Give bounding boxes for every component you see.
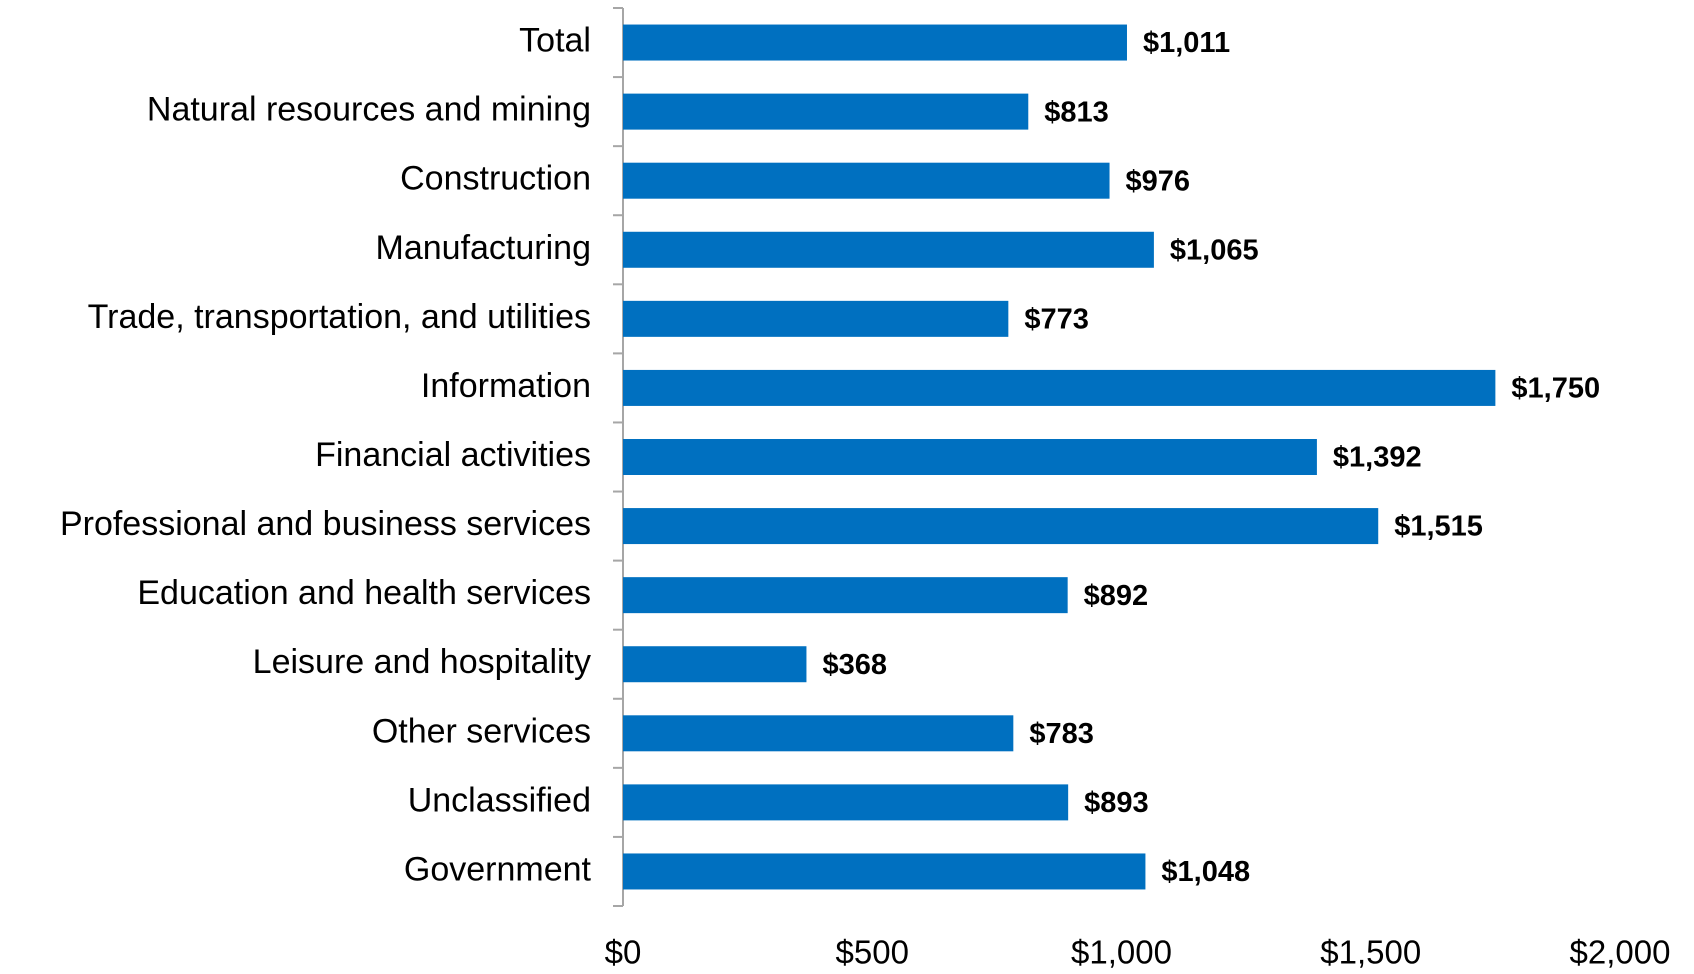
y-tick-label: Leisure and hospitality: [253, 643, 591, 681]
x-tick-label: $500: [836, 934, 909, 971]
bar: [623, 439, 1317, 475]
value-label: $1,048: [1161, 856, 1250, 888]
y-tick-label: Education and health services: [137, 574, 591, 612]
bar: [623, 577, 1068, 614]
y-tick-label: Professional and business services: [60, 505, 591, 543]
y-tick-label: Unclassified: [408, 781, 591, 819]
bar: [623, 508, 1379, 545]
value-label: $813: [1044, 96, 1109, 128]
y-tick-label: Information: [421, 367, 591, 405]
value-label: $1,392: [1333, 442, 1422, 474]
bar: [623, 231, 1154, 268]
bar: [623, 715, 1014, 752]
value-label: $976: [1126, 165, 1191, 197]
y-tick-label: Government: [404, 850, 592, 888]
y-tick-label: Total: [519, 22, 591, 60]
value-label: $368: [822, 649, 887, 681]
bar: [623, 646, 807, 683]
value-label: $892: [1084, 580, 1149, 612]
y-tick-label: Trade, transportation, and utilities: [88, 298, 591, 336]
bar: [623, 784, 1069, 821]
bar: [623, 24, 1127, 61]
bar: [623, 93, 1029, 130]
x-tick-label: $1,500: [1320, 934, 1421, 971]
value-label: $1,750: [1511, 373, 1600, 405]
value-label: $1,515: [1394, 511, 1483, 543]
y-tick-label: Construction: [400, 160, 591, 198]
bar: [623, 853, 1146, 890]
value-label: $783: [1029, 718, 1094, 750]
y-tick-label: Other services: [372, 712, 591, 750]
value-label: $893: [1084, 787, 1149, 819]
x-tick-label: $0: [605, 934, 642, 971]
y-tick-label: Manufacturing: [376, 229, 591, 267]
value-label: $1,065: [1170, 234, 1259, 266]
y-tick-label: Natural resources and mining: [147, 91, 591, 129]
x-tick-label: $2,000: [1570, 934, 1671, 971]
value-label: $773: [1024, 304, 1089, 336]
bar: [623, 300, 1009, 337]
x-tick-label: $1,000: [1071, 934, 1172, 971]
bar: [623, 162, 1110, 199]
bar: [623, 369, 1496, 406]
y-tick-label: Financial activities: [315, 436, 591, 474]
value-label: $1,011: [1143, 27, 1230, 59]
